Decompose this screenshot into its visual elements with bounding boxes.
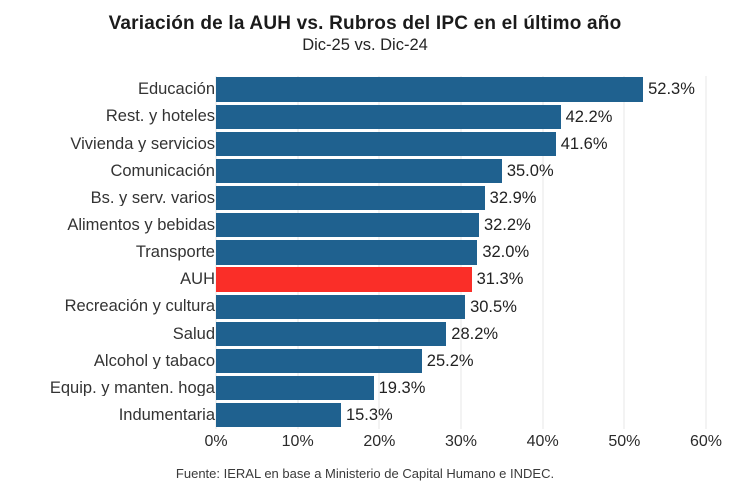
bar-row: Salud 28.2% [0, 320, 730, 347]
bar [216, 321, 447, 347]
bar [216, 77, 644, 102]
category-label: Alcohol y tabaco [93, 352, 215, 370]
bar-track: 42.2% [216, 104, 706, 129]
bar [216, 213, 479, 238]
bar [216, 104, 561, 129]
category-label: AUH [180, 271, 215, 288]
bar-row: Recreación y cultura 30.5% [0, 293, 730, 320]
category-label: Bs. y serv. varios [90, 189, 215, 207]
bar [216, 158, 502, 184]
x-tick-label: 40% [526, 433, 559, 450]
category-label: Recreación y cultura [64, 298, 215, 315]
value-label: 32.0% [482, 243, 530, 262]
bar-highlight [216, 267, 472, 292]
bar-track: 25.2% [216, 348, 706, 374]
category-label: Transporte [135, 244, 215, 261]
bar-row: AUH 31.3% [0, 266, 730, 293]
source-note: Fuente: IERAL en base a Ministerio de Ca… [175, 466, 555, 481]
value-label: 25.2% [426, 351, 474, 370]
bar-track: 28.2% [216, 321, 706, 347]
category-label: Salud [172, 325, 215, 343]
bar-track: 19.3% [216, 375, 706, 401]
bar-row: Indumentaria 15.3% [0, 402, 730, 429]
chart-subtitle: Dic-25 vs. Dic-24 [302, 36, 428, 54]
gridline [623, 76, 625, 429]
bar-row: Alimentos y bebidas 32.2% [0, 212, 730, 239]
category-label: Indumentaria [118, 407, 215, 424]
bar [216, 375, 374, 401]
bar-track: 35.0% [216, 158, 706, 184]
bar-track: 52.3% [216, 77, 706, 102]
category-label: Rest. y hoteles [105, 108, 215, 125]
bar-track: 41.6% [216, 131, 706, 157]
bar-row: Alcohol y tabaco 25.2% [0, 347, 730, 374]
gridline [542, 76, 544, 429]
value-label: 19.3% [378, 378, 426, 397]
bar-rows: Educación 52.3% Rest. y hoteles 42.2% Vivien… [0, 76, 730, 429]
value-label: 41.6% [560, 134, 608, 153]
value-label: 42.2% [565, 107, 613, 126]
x-axis: 0% 10% 20% 30% 40% 50% 60% [204, 433, 722, 453]
category-label: Vivienda y servicios [70, 135, 215, 153]
gridline [705, 76, 707, 429]
bar-track: 32.9% [216, 185, 706, 211]
bar-chart: Educación 52.3% Rest. y hoteles 42.2% Vivien… [0, 76, 730, 454]
category-label: Comunicación [110, 162, 215, 180]
bar-row: Comunicación 35.0% [0, 157, 730, 184]
value-label: 30.5% [470, 297, 517, 316]
bar [216, 185, 485, 211]
bar-row: Transporte 32.0% [0, 239, 730, 266]
x-tick-label: 60% [689, 433, 723, 450]
value-label: 28.2% [451, 324, 499, 343]
bar-row: Equip. y manten. hoga 19.3% [0, 375, 730, 402]
x-tick-label: 20% [363, 433, 396, 450]
category-label: Alimentos y bebidas [67, 217, 215, 234]
bar [216, 131, 556, 157]
bar-track: 15.3% [216, 403, 706, 428]
bar-track: 30.5% [216, 294, 706, 319]
bar [216, 348, 422, 374]
x-tick-label: 50% [608, 433, 641, 450]
x-tick-label: 0% [204, 433, 228, 450]
bar-row: Educación 52.3% [0, 76, 730, 103]
bar [216, 240, 478, 265]
chart-title: Variación de la AUH vs. Rubros del IPC e… [108, 13, 622, 34]
bar-row: Bs. y serv. varios 32.9% [0, 185, 730, 212]
x-tick-label: 10% [281, 433, 314, 450]
value-label: 15.3% [345, 406, 393, 425]
bar-track: 32.0% [216, 240, 706, 265]
bar-track: 32.2% [216, 213, 706, 238]
bar-row: Vivienda y servicios 41.6% [0, 130, 730, 157]
value-label: 35.0% [506, 161, 554, 180]
value-label: 32.2% [483, 216, 531, 235]
value-label: 52.3% [648, 80, 695, 99]
bar-track: 31.3% [216, 267, 706, 292]
category-label: Equip. y manten. hoga [49, 379, 215, 397]
bar [216, 403, 341, 428]
x-tick-label: 30% [444, 433, 478, 450]
value-label: 32.9% [489, 188, 537, 207]
bar [216, 294, 466, 319]
bar-row: Rest. y hoteles 42.2% [0, 103, 730, 130]
category-label: Educación [137, 81, 215, 98]
value-label: 31.3% [476, 270, 524, 289]
